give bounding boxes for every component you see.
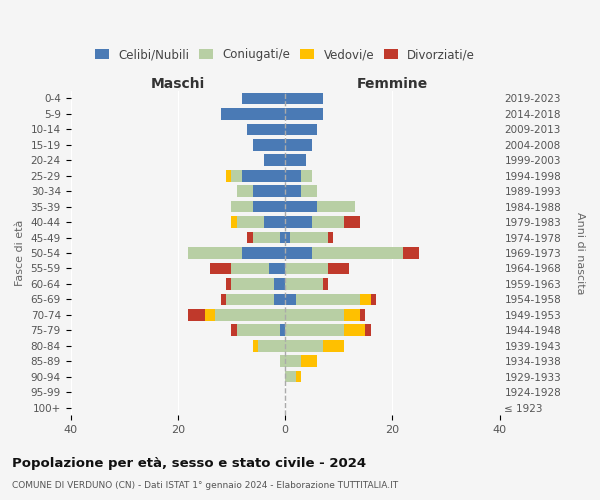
Bar [237,186,253,197]
Bar [232,324,237,336]
Bar [323,340,344,351]
Bar [253,201,285,212]
Bar [253,186,285,197]
Bar [280,324,285,336]
Bar [232,278,274,289]
Bar [280,356,285,367]
Bar [296,371,301,382]
Bar [301,170,312,181]
Bar [232,201,253,212]
Bar [242,170,285,181]
Bar [285,340,323,351]
Bar [242,247,285,259]
Bar [312,216,344,228]
Bar [296,294,360,305]
Bar [285,154,307,166]
Bar [274,278,285,289]
Bar [285,108,323,120]
Bar [215,309,285,320]
Bar [360,309,365,320]
Y-axis label: Anni di nascita: Anni di nascita [575,212,585,294]
Bar [285,201,317,212]
Bar [323,278,328,289]
Bar [269,262,285,274]
Bar [253,232,280,243]
Bar [226,170,232,181]
Bar [285,278,323,289]
Bar [285,139,312,150]
Bar [285,294,296,305]
Bar [226,294,274,305]
Text: Popolazione per età, sesso e stato civile - 2024: Popolazione per età, sesso e stato civil… [12,458,366,470]
Bar [210,262,232,274]
Bar [285,262,328,274]
Bar [285,371,296,382]
Bar [247,124,285,135]
Bar [371,294,376,305]
Bar [188,309,205,320]
Bar [285,324,344,336]
Bar [312,247,403,259]
Bar [285,232,290,243]
Bar [328,262,349,274]
Bar [301,356,317,367]
Bar [253,139,285,150]
Bar [263,216,285,228]
Bar [285,92,323,104]
Bar [263,154,285,166]
Bar [232,170,242,181]
Bar [280,232,285,243]
Bar [285,247,312,259]
Bar [232,262,269,274]
Text: Maschi: Maschi [151,76,205,90]
Bar [188,247,242,259]
Bar [301,186,317,197]
Bar [232,216,237,228]
Bar [253,340,258,351]
Bar [285,124,317,135]
Bar [274,294,285,305]
Bar [328,232,333,243]
Bar [242,92,285,104]
Bar [247,232,253,243]
Bar [290,232,328,243]
Bar [237,324,280,336]
Bar [237,216,263,228]
Bar [258,340,285,351]
Bar [221,108,285,120]
Y-axis label: Fasce di età: Fasce di età [15,220,25,286]
Bar [285,309,344,320]
Bar [344,309,360,320]
Bar [403,247,419,259]
Text: Femmine: Femmine [356,76,428,90]
Legend: Celibi/Nubili, Coniugati/e, Vedovi/e, Divorziati/e: Celibi/Nubili, Coniugati/e, Vedovi/e, Di… [91,44,479,65]
Bar [285,186,301,197]
Bar [285,170,301,181]
Bar [285,216,312,228]
Bar [285,356,301,367]
Bar [344,324,365,336]
Bar [205,309,215,320]
Text: COMUNE DI VERDUNO (CN) - Dati ISTAT 1° gennaio 2024 - Elaborazione TUTTITALIA.IT: COMUNE DI VERDUNO (CN) - Dati ISTAT 1° g… [12,481,398,490]
Bar [360,294,371,305]
Bar [365,324,371,336]
Bar [317,201,355,212]
Bar [221,294,226,305]
Bar [226,278,232,289]
Bar [344,216,360,228]
